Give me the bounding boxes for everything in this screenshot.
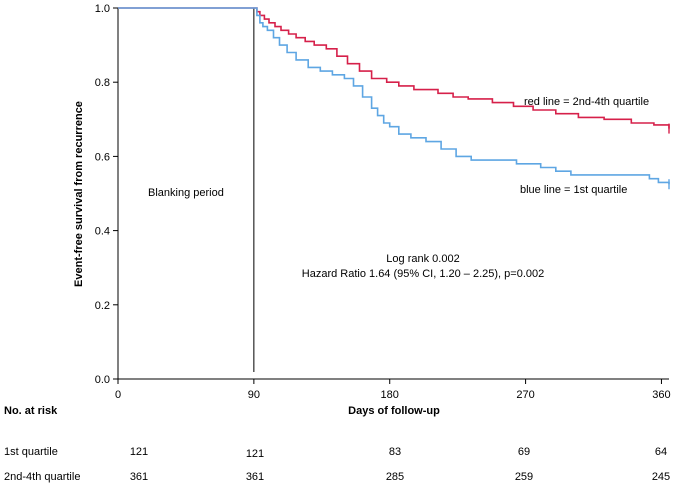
y-tick-label: 0.2 bbox=[95, 300, 110, 312]
red-line-legend: red line = 2nd-4th quartile bbox=[524, 96, 649, 108]
y-tick-label: 0.8 bbox=[95, 77, 110, 89]
hazard-ratio-text: Hazard Ratio 1.64 (95% CI, 1.20 – 2.25),… bbox=[302, 268, 544, 280]
risk-table-title: No. at risk bbox=[4, 405, 58, 417]
blanking-period-label: Blanking period bbox=[148, 187, 224, 199]
x-axis-title: Days of follow-up bbox=[348, 405, 440, 417]
risk-value: 285 bbox=[386, 471, 404, 483]
logrank-text: Log rank 0.002 bbox=[386, 253, 459, 265]
x-tick-label: 360 bbox=[652, 389, 670, 401]
risk-value: 361 bbox=[246, 471, 264, 483]
survival-curves bbox=[118, 7, 670, 190]
x-tick-label: 0 bbox=[115, 389, 121, 401]
risk-value: 64 bbox=[655, 446, 667, 458]
risk-value: 361 bbox=[130, 471, 148, 483]
curve-1st-quartile bbox=[118, 7, 670, 185]
risk-value: 121 bbox=[130, 446, 148, 458]
y-tick-label: 0.4 bbox=[95, 226, 110, 238]
blue-line-legend: blue line = 1st quartile bbox=[520, 184, 627, 196]
y-tick-label: 0.0 bbox=[95, 374, 110, 386]
risk-table: 1st quartile 121 121 83 69 64 2nd-4th quartile… bbox=[4, 446, 670, 483]
y-tick-label: 1.0 bbox=[95, 3, 110, 15]
risk-row-label: 2nd-4th quartile bbox=[4, 471, 80, 483]
risk-row-label: 1st quartile bbox=[4, 446, 58, 458]
risk-value: 259 bbox=[515, 471, 533, 483]
chart-axes: 0.0 0.2 0.4 0.6 0.8 1.0 0 90 180 270 360 bbox=[95, 3, 671, 401]
x-tick-label: 270 bbox=[516, 389, 534, 401]
curve-2nd-4th-quartile bbox=[118, 7, 670, 129]
x-tick-label: 90 bbox=[248, 389, 260, 401]
y-axis-title: Event-free survival from recurrence bbox=[73, 101, 85, 287]
risk-value: 69 bbox=[518, 446, 530, 458]
risk-value: 245 bbox=[652, 471, 670, 483]
risk-value: 121 bbox=[246, 448, 264, 460]
x-tick-label: 180 bbox=[381, 389, 399, 401]
risk-value: 83 bbox=[389, 446, 401, 458]
y-tick-label: 0.6 bbox=[95, 151, 110, 163]
